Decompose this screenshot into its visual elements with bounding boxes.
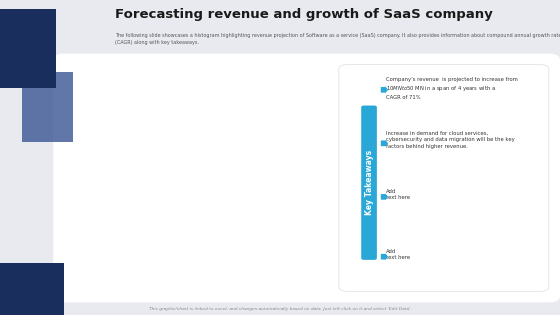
Text: The following slide showcases a histogram highlighting revenue projection of Sof: The following slide showcases a histogra… bbox=[115, 33, 560, 45]
Bar bbox=[169, 220, 199, 272]
Text: 10: 10 bbox=[119, 230, 128, 239]
Text: Key Takeaways: Key Takeaways bbox=[365, 150, 374, 215]
Text: 25: 25 bbox=[240, 184, 249, 193]
Text: Company’s revenue  is projected to increase from
$10 MN to $50 MN in a span of 4: Company’s revenue is projected to increa… bbox=[386, 77, 518, 100]
Text: Increase in demand for cloud services,
cybersecurity and data migration will be : Increase in demand for cloud services, c… bbox=[386, 131, 515, 149]
Text: Add
text here: Add text here bbox=[386, 249, 410, 260]
Bar bbox=[109, 242, 139, 272]
Text: This graphic/chart is linked to excel, and changes automatically based on data. : This graphic/chart is linked to excel, a… bbox=[148, 307, 412, 311]
Text: 50: 50 bbox=[300, 107, 310, 117]
Y-axis label: Revenue (In USD MM): Revenue (In USD MM) bbox=[74, 144, 81, 216]
Text: CAGR ~ 71%: CAGR ~ 71% bbox=[169, 137, 224, 174]
Bar bbox=[229, 196, 259, 272]
Text: Add
text here: Add text here bbox=[386, 189, 410, 200]
Text: 17: 17 bbox=[179, 209, 189, 218]
Bar bbox=[290, 119, 320, 272]
Text: Forecasting revenue and growth of SaaS company: Forecasting revenue and growth of SaaS c… bbox=[115, 8, 493, 21]
